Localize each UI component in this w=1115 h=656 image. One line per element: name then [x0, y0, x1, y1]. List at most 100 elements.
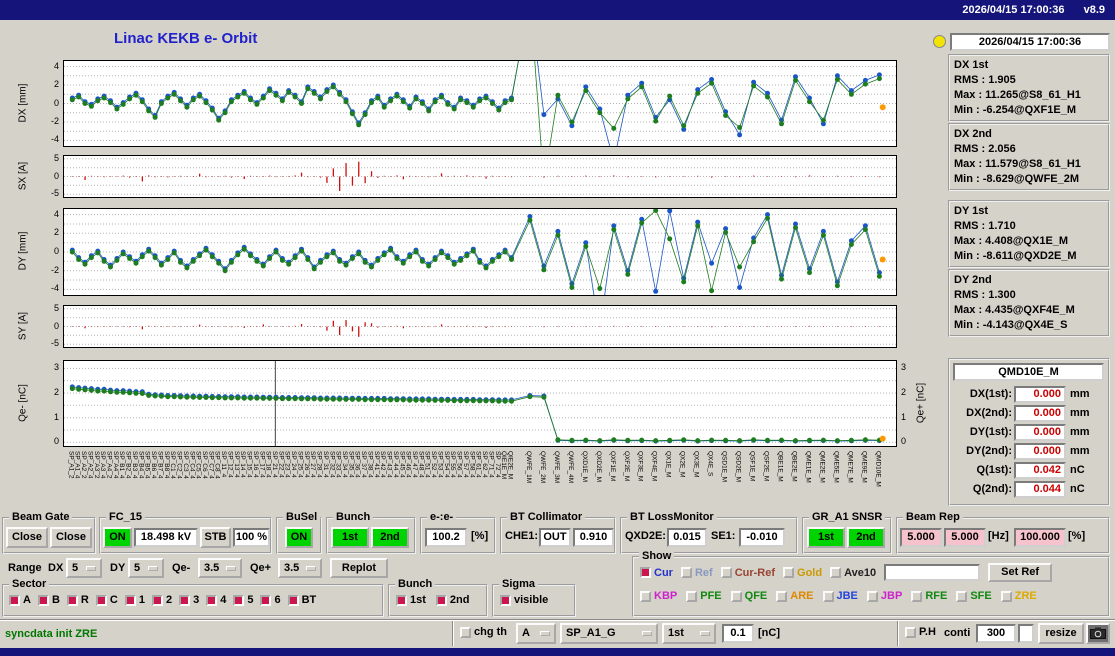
x-axis-label: SP_15_4	[245, 451, 253, 478]
show-label: RFE	[925, 590, 948, 602]
beam-gate-close-button-1[interactable]: Close	[6, 527, 48, 548]
chg-th-toggle[interactable]: chg th	[460, 626, 507, 638]
show-toggle-cur-ref[interactable]: Cur-Ref	[720, 567, 775, 579]
y-axis-label: DX [mm]	[17, 83, 29, 122]
show-toggle-rfe[interactable]: RFE	[911, 590, 947, 602]
set-ref-button[interactable]: Set Ref	[988, 563, 1053, 582]
checkbox-indicator	[776, 590, 788, 602]
sigma-visible-toggle[interactable]: visible	[500, 594, 548, 606]
bunch-select-menu[interactable]: 1st	[662, 623, 716, 644]
range-qep-select[interactable]: 3.5	[278, 558, 322, 578]
y-tick-label: 4	[53, 208, 59, 219]
x-axis-labels: SP_A1_2 SP_A1_4 SP_A2_2 SP_A2_4 SP_A3_2 SP_A3…	[63, 451, 897, 515]
sector-toggle-5[interactable]: 5	[233, 594, 253, 606]
monitor-row-value: 0.000	[1014, 424, 1066, 441]
spare-field[interactable]	[1018, 624, 1034, 643]
x-axis-label: QWFE_4M	[566, 451, 574, 484]
show-toggle-ref[interactable]: Ref	[680, 567, 713, 579]
bunch-2nd-button[interactable]: 2nd	[371, 527, 409, 548]
stats-rms: RMS : 1.300	[954, 289, 1016, 301]
bt-loss-label-1: QXD2E:	[625, 530, 666, 542]
busel-on-button[interactable]: ON	[285, 527, 313, 548]
ref-file-input[interactable]	[884, 564, 981, 581]
bottom-bar	[0, 648, 1115, 656]
replot-button[interactable]: Replot	[330, 558, 388, 578]
y-tick-label: 0	[53, 436, 59, 447]
y-tick-label: 4	[53, 60, 59, 71]
range-qem-select[interactable]: 3.5	[198, 558, 242, 578]
checkbox-indicator	[37, 594, 49, 606]
resize-button[interactable]: resize	[1038, 623, 1084, 644]
monitor-row-label: DY(1st):	[969, 426, 1012, 438]
show-toggle-ave10[interactable]: Ave10	[830, 567, 876, 579]
fc15-stb-button[interactable]: STB	[200, 527, 231, 548]
sector-toggle-b[interactable]: B	[37, 594, 60, 606]
show-toggle-zre[interactable]: ZRE	[1000, 590, 1037, 602]
y-tick-label: 2	[53, 79, 59, 90]
show-toggle-jbp[interactable]: JBP	[866, 590, 902, 602]
bunch-label: 1st	[410, 594, 426, 606]
sector-toggle-a[interactable]: A	[9, 594, 31, 606]
x-axis-label: SP_C8_4	[213, 451, 221, 479]
x-axis-label: SP_C3_4	[181, 451, 189, 479]
sector-toggle-r[interactable]: R	[66, 594, 89, 606]
x-axis-label: QX2E_M	[678, 451, 686, 478]
option-menu-icon	[540, 631, 550, 636]
sector-toggle-3[interactable]: 3	[179, 594, 199, 606]
monitor-row-unit: nC	[1070, 483, 1085, 495]
ee-ratio-title: e-:e-	[427, 511, 457, 524]
y-axis-label: DY [mm]	[17, 231, 29, 271]
sector-toggle-6[interactable]: 6	[260, 594, 281, 606]
show-label: KBP	[654, 590, 678, 602]
ph-toggle[interactable]: P.H	[905, 626, 936, 638]
beam-gate-close-button-2[interactable]: Close	[50, 527, 92, 548]
y-tick-label: 1	[53, 411, 59, 422]
ee-ratio-panel: e-:e- 100.2 [%]	[420, 511, 496, 554]
sector-toggle-c[interactable]: C	[95, 594, 118, 606]
show-toggle-sfe[interactable]: SFE	[956, 590, 992, 602]
show-toggle-cur[interactable]: Cur	[640, 567, 673, 579]
x-axis-label: QMD10E_M	[874, 451, 882, 487]
gr-snsr-1st-button[interactable]: 1st	[807, 527, 845, 548]
sector-toggle-2[interactable]: 2	[151, 594, 172, 606]
monitor-select-menu[interactable]: SP_A1_G	[560, 623, 658, 644]
option-menu-icon	[306, 565, 316, 571]
threshold-value[interactable]: 0.1	[722, 624, 754, 643]
sector-toggle-bt[interactable]: BT	[287, 594, 316, 606]
bunch-gate-title: Bunch	[333, 511, 374, 524]
bunch-toggle-1st[interactable]: 1st	[396, 594, 426, 606]
sector-toggle-4[interactable]: 4	[206, 594, 226, 606]
sector-toggle-1[interactable]: 1	[124, 594, 145, 606]
stats-max: Max : 4.435@QXF4E_M	[954, 304, 1075, 316]
interval-value[interactable]: 300	[976, 624, 1016, 643]
bunch-1st-button[interactable]: 1st	[331, 527, 369, 548]
monitor-row-value: 0.000	[1014, 405, 1066, 422]
fc15-voltage: 18.498 kV	[134, 528, 198, 547]
range-dy-select[interactable]: 5	[128, 558, 164, 578]
bunch-toggle-2nd[interactable]: 2nd	[435, 594, 469, 606]
sector-label: 3	[193, 594, 200, 606]
range-dx-select[interactable]: 5	[66, 558, 102, 578]
show-toggle-kbp[interactable]: KBP	[640, 590, 677, 602]
y-tick-label: 0	[53, 246, 59, 256]
screenshot-button[interactable]	[1086, 623, 1110, 644]
x-axis-label: SP_A3_2	[92, 451, 100, 479]
fc15-on-button[interactable]: ON	[103, 527, 132, 548]
sector-select-menu[interactable]: A	[516, 623, 556, 644]
show-toggle-qfe[interactable]: QFE	[730, 590, 767, 602]
x-axis-label: SP_B7_4	[156, 451, 164, 479]
plot-sx	[63, 155, 897, 198]
show-toggle-are[interactable]: ARE	[776, 590, 814, 602]
x-axis-label: SP_38_4	[366, 451, 374, 478]
x-axis-label: SP_62_4	[481, 451, 488, 478]
y-tick-label: -4	[50, 134, 59, 145]
x-axis-label: QSD1E_M	[720, 451, 728, 483]
x-axis-label: QME1E_M	[804, 451, 812, 483]
show-toggle-gold[interactable]: Gold	[783, 567, 822, 579]
bt-collimator-state[interactable]: OUT	[539, 528, 571, 547]
show-toggle-pfe[interactable]: PFE	[686, 590, 722, 602]
busel-panel: BuSel ON	[276, 511, 322, 554]
gr-snsr-2nd-button[interactable]: 2nd	[847, 527, 885, 548]
show-toggle-jbe[interactable]: JBE	[822, 590, 858, 602]
x-axis-label: QME9E_M	[860, 451, 868, 483]
